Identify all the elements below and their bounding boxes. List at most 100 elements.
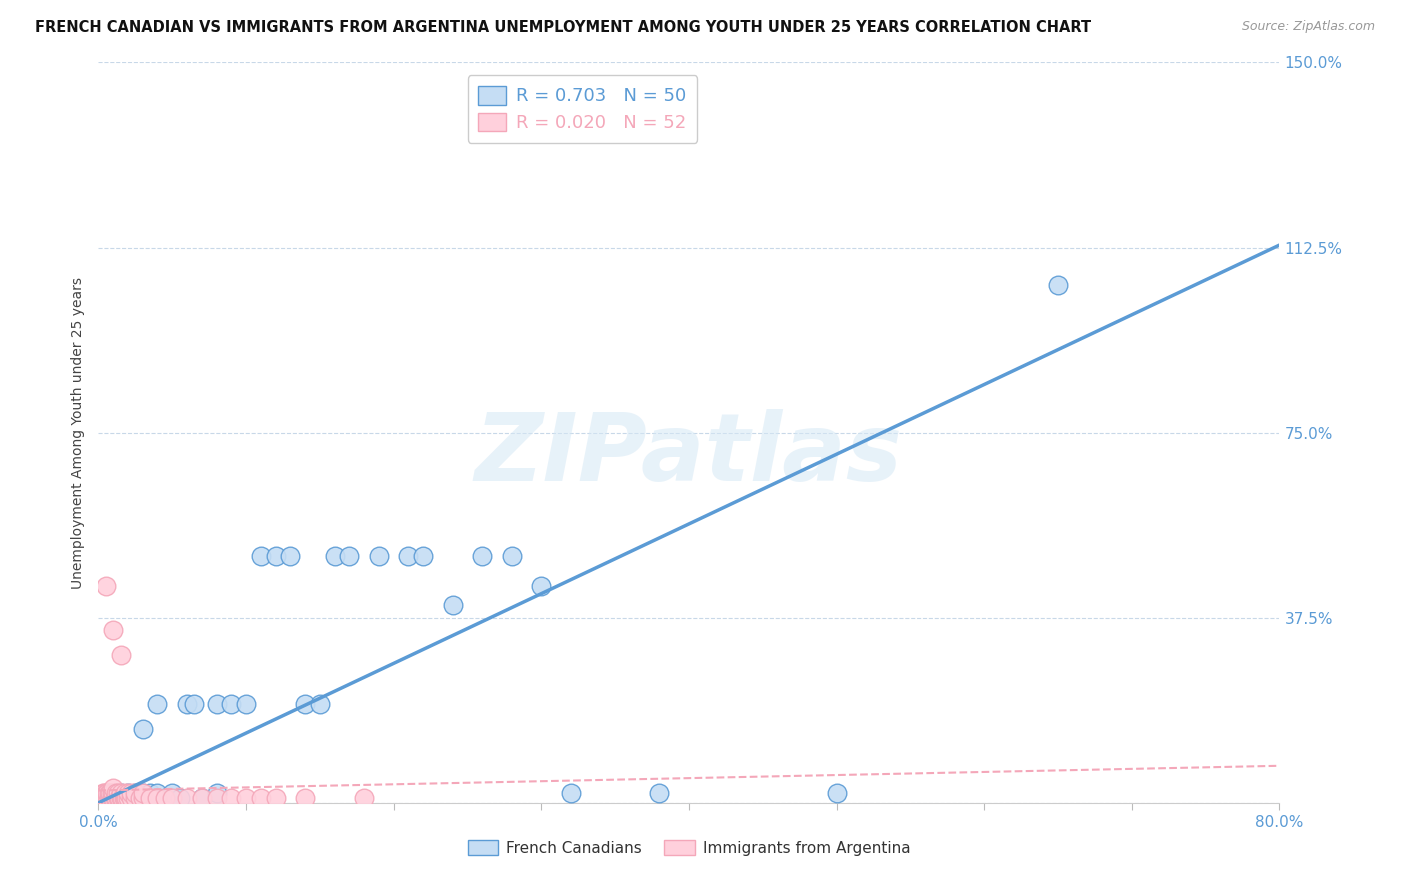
Text: ZIPatlas: ZIPatlas bbox=[475, 409, 903, 500]
Point bbox=[120, 786, 142, 800]
Point bbox=[501, 549, 523, 563]
Point bbox=[132, 790, 155, 805]
Point bbox=[323, 549, 346, 563]
Point bbox=[124, 790, 146, 805]
Point bbox=[103, 780, 125, 795]
Point bbox=[96, 790, 118, 805]
Point bbox=[110, 790, 132, 805]
Point bbox=[110, 648, 132, 662]
Point bbox=[183, 697, 205, 711]
Point bbox=[90, 790, 112, 805]
Point bbox=[169, 790, 191, 805]
Point bbox=[114, 790, 136, 805]
Point bbox=[139, 790, 162, 805]
Point bbox=[114, 790, 136, 805]
Point bbox=[93, 786, 115, 800]
Point bbox=[97, 790, 120, 805]
Point bbox=[205, 786, 228, 800]
Point bbox=[191, 790, 214, 805]
Point bbox=[139, 786, 162, 800]
Point bbox=[115, 790, 138, 805]
Point bbox=[103, 790, 125, 805]
Point bbox=[108, 790, 131, 805]
Point bbox=[114, 786, 136, 800]
Point bbox=[120, 790, 142, 805]
Point bbox=[98, 786, 121, 800]
Point bbox=[139, 790, 162, 805]
Point bbox=[176, 697, 198, 711]
Point bbox=[94, 790, 117, 805]
Point bbox=[205, 790, 228, 805]
Point bbox=[146, 790, 169, 805]
Point bbox=[153, 790, 176, 805]
Point bbox=[162, 786, 183, 800]
Point bbox=[110, 786, 132, 800]
Point bbox=[117, 790, 139, 805]
Point bbox=[368, 549, 391, 563]
Point bbox=[560, 786, 582, 800]
Text: Source: ZipAtlas.com: Source: ZipAtlas.com bbox=[1241, 20, 1375, 33]
Point bbox=[124, 786, 146, 800]
Point bbox=[103, 790, 125, 805]
Point bbox=[124, 786, 146, 800]
Point bbox=[132, 786, 155, 800]
Point bbox=[1046, 277, 1070, 292]
Point bbox=[132, 790, 155, 805]
Point bbox=[103, 623, 125, 637]
Point bbox=[132, 722, 155, 736]
Point bbox=[124, 790, 146, 805]
Point bbox=[105, 786, 128, 800]
Y-axis label: Unemployment Among Youth under 25 years: Unemployment Among Youth under 25 years bbox=[70, 277, 84, 589]
Point bbox=[97, 786, 120, 800]
Point bbox=[100, 790, 122, 805]
Point bbox=[93, 790, 115, 805]
Point bbox=[294, 790, 316, 805]
Point bbox=[128, 790, 150, 805]
Point bbox=[98, 790, 121, 805]
Point bbox=[132, 786, 155, 800]
Text: FRENCH CANADIAN VS IMMIGRANTS FROM ARGENTINA UNEMPLOYMENT AMONG YOUTH UNDER 25 Y: FRENCH CANADIAN VS IMMIGRANTS FROM ARGEN… bbox=[35, 20, 1091, 35]
Point bbox=[176, 790, 198, 805]
Point bbox=[91, 786, 114, 800]
Point bbox=[309, 697, 332, 711]
Point bbox=[104, 790, 127, 805]
Point bbox=[96, 786, 118, 800]
Point bbox=[221, 790, 243, 805]
Point bbox=[264, 790, 287, 805]
Point bbox=[471, 549, 494, 563]
Point bbox=[162, 790, 183, 805]
Point bbox=[530, 579, 553, 593]
Point bbox=[120, 790, 142, 805]
Point bbox=[105, 790, 128, 805]
Point bbox=[146, 790, 169, 805]
Point bbox=[412, 549, 434, 563]
Point bbox=[105, 790, 128, 805]
Point bbox=[94, 579, 117, 593]
Point bbox=[250, 549, 273, 563]
Point bbox=[112, 790, 135, 805]
Point bbox=[103, 786, 125, 800]
Point bbox=[128, 790, 150, 805]
Point bbox=[153, 790, 176, 805]
Point bbox=[111, 790, 134, 805]
Point bbox=[191, 790, 214, 805]
Point bbox=[146, 697, 169, 711]
Point bbox=[94, 790, 117, 805]
Point bbox=[441, 599, 464, 613]
Point bbox=[117, 786, 139, 800]
Point bbox=[94, 786, 117, 800]
Point bbox=[280, 549, 302, 563]
Point bbox=[110, 786, 132, 800]
Point bbox=[235, 790, 257, 805]
Point bbox=[100, 786, 122, 800]
Point bbox=[107, 786, 129, 800]
Point bbox=[107, 790, 129, 805]
Point bbox=[162, 790, 183, 805]
Point bbox=[110, 790, 132, 805]
Point bbox=[117, 790, 139, 805]
Point bbox=[398, 549, 420, 563]
Point bbox=[264, 549, 287, 563]
Point bbox=[146, 786, 169, 800]
Point bbox=[339, 549, 361, 563]
Point bbox=[235, 697, 257, 711]
